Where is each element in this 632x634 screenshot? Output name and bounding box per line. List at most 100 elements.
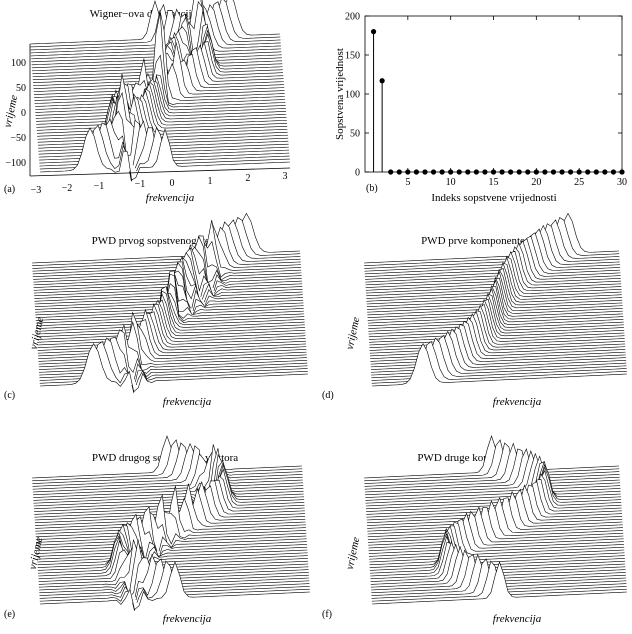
waterfall-occluder (368, 511, 624, 554)
waterfall-occluder (37, 524, 308, 568)
waterfall-line (37, 94, 288, 154)
waterfall-line (368, 288, 624, 335)
waterfall-occluder (35, 488, 306, 535)
panel-a-xlabel: frekvencija (146, 192, 195, 204)
waterfall-line (364, 219, 620, 269)
waterfall-occluder (32, 436, 302, 481)
waterfall-line (365, 240, 621, 288)
waterfall-occluder (37, 304, 306, 353)
panel-b-xlabel: Indeks sopstvene vrijednosti (431, 192, 556, 204)
waterfall-line (34, 464, 305, 514)
waterfall-line (36, 506, 307, 557)
waterfall-line (32, 221, 301, 274)
panel-b-point (439, 169, 445, 175)
waterfall-line (36, 516, 307, 560)
panel-b-point (379, 78, 385, 84)
panel-f-tag: (f) (322, 609, 332, 620)
waterfall-occluder (34, 480, 305, 526)
waterfall-occluder (371, 561, 627, 605)
waterfall-line (36, 293, 305, 348)
waterfall-line (36, 80, 287, 122)
panel-e-xlabel: frekvencija (163, 613, 212, 625)
waterfall-occluder (369, 526, 625, 568)
waterfall-line (34, 9, 285, 107)
waterfall-line (37, 299, 306, 351)
waterfall-line (39, 561, 311, 611)
waterfall-occluder (368, 513, 624, 557)
waterfall-occluder (367, 489, 623, 535)
panel-d-waterfall (363, 212, 628, 389)
panel-c: PWD prvog sopstvenog vektora vrijeme fre… (4, 212, 309, 408)
waterfall-line (37, 303, 306, 354)
waterfall-line (365, 460, 621, 507)
panel-b-point (396, 169, 402, 175)
waterfall-occluder (32, 439, 303, 484)
waterfall-line (365, 235, 621, 283)
waterfall-line (33, 453, 304, 506)
panel-a-ytick: 50 (16, 83, 26, 94)
waterfall-line (368, 284, 624, 332)
waterfall-line (32, 442, 303, 484)
waterfall-line (368, 293, 624, 340)
waterfall-occluder (371, 329, 627, 376)
waterfall-line (369, 525, 625, 563)
waterfall-occluder (366, 481, 622, 526)
waterfall-occluder (364, 442, 620, 487)
panel-b-point (473, 169, 479, 175)
waterfall-occluder (35, 485, 306, 529)
waterfall-occluder (36, 506, 307, 555)
waterfall-line (33, 460, 304, 507)
waterfall-occluder (37, 311, 306, 360)
waterfall-line (32, 219, 301, 269)
waterfall-occluder (34, 469, 305, 520)
panel-a-y-ticks: 100 50 0 −50 −100 (5, 58, 26, 169)
panel-f-xlabel: frekvencija (493, 613, 542, 625)
panel-a-xtick: 2 (246, 173, 251, 184)
waterfall-line (363, 435, 620, 479)
waterfall-occluder (32, 443, 303, 490)
waterfall-line (32, 442, 303, 489)
waterfall-line (364, 217, 620, 267)
panel-e: PWD drugog sopstvenog vektora vrijeme fr… (4, 435, 311, 625)
panel-a-x-axis (29, 167, 291, 177)
waterfall-occluder (38, 546, 309, 588)
panel-c-xlabel: frekvencija (163, 396, 212, 408)
panel-b-xtick: 15 (489, 177, 499, 188)
waterfall-line (32, 217, 301, 267)
waterfall-occluder (368, 518, 624, 560)
waterfall-occluder (367, 491, 623, 537)
panel-a-ytick: 100 (11, 58, 26, 69)
waterfall-occluder (32, 227, 301, 277)
panel-a-x-ticks: −3 −2 −1 −1 0 1 2 3 (31, 171, 288, 196)
waterfall-line (368, 506, 624, 546)
panel-a-xtick: 0 (170, 178, 175, 189)
waterfall-line (368, 506, 624, 549)
waterfall-occluder (365, 464, 621, 512)
waterfall-line (365, 461, 621, 504)
panel-b-stems (370, 29, 625, 175)
panel-e-tag: (e) (4, 609, 15, 620)
waterfall-line (29, 0, 281, 50)
waterfall-line (37, 524, 308, 570)
waterfall-occluder (34, 465, 305, 515)
panel-b-point (525, 169, 531, 175)
panel-a-ylabel: vrijeme (2, 94, 21, 129)
waterfall-line (33, 235, 302, 288)
waterfall-line (365, 463, 621, 510)
waterfall-line (370, 310, 626, 357)
waterfall-occluder (370, 536, 626, 579)
waterfall-line (363, 212, 620, 264)
waterfall-occluder (370, 547, 626, 591)
waterfall-line (32, 445, 303, 490)
waterfall-line (33, 448, 304, 501)
waterfall-occluder (367, 484, 623, 529)
panel-a: Wigner−ova distribucija signala −3 −2 −1… (2, 0, 291, 204)
waterfall-line (30, 0, 281, 58)
waterfall-line (36, 494, 307, 546)
waterfall-line (32, 439, 303, 482)
panel-b-xtick: 20 (531, 177, 541, 188)
waterfall-occluder (371, 558, 627, 602)
waterfall-line (36, 88, 287, 134)
waterfall-line (38, 311, 307, 368)
panel-b-point (516, 169, 522, 175)
